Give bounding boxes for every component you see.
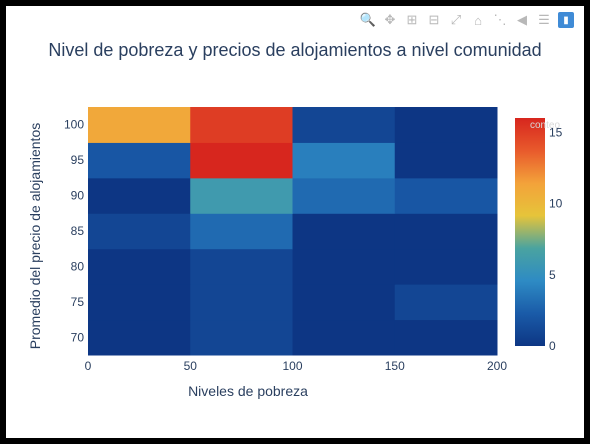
- heatmap-cell: [394, 107, 498, 143]
- colorbar-tick-label: 10: [549, 197, 563, 211]
- y-tick-label: 75: [71, 295, 85, 309]
- heatmap-cell: [190, 284, 293, 321]
- heatmap-cell: [88, 248, 191, 285]
- colorbar-title: conteo: [530, 120, 560, 131]
- heatmap-cell: [394, 142, 498, 179]
- x-tick-label: 0: [85, 359, 92, 373]
- colorbar-ticks: 0 5 10 15: [549, 125, 563, 353]
- colorbar-tick-label: 5: [549, 268, 556, 282]
- heatmap-cell: [394, 284, 498, 321]
- colorbar-tick-label: 15: [549, 125, 563, 139]
- modebar: 🔍 ✥ ⊞ ⊟ ⤢ ⌂ ⋱ ◀ ☰ ▮: [360, 12, 574, 28]
- heatmap-cell: [190, 142, 293, 179]
- heatmap-cell: [394, 213, 498, 250]
- heatmap-cell: [292, 319, 396, 356]
- heatmap-cell: [88, 142, 191, 179]
- zoom-out-icon[interactable]: ⊟: [428, 12, 440, 27]
- heatmap-cell: [190, 107, 293, 143]
- heatmap-cell: [394, 248, 498, 285]
- x-tick-label: 100: [282, 359, 302, 373]
- plotly-logo-icon[interactable]: ▮: [558, 12, 574, 28]
- y-tick-label: 80: [71, 259, 85, 273]
- y-tick-label: 70: [71, 330, 85, 344]
- heatmap-cell: [292, 177, 396, 214]
- y-tick-label: 100: [64, 118, 84, 132]
- y-tick-label: 95: [71, 153, 85, 167]
- zoom-in-icon[interactable]: ⊞: [406, 12, 418, 27]
- heatmap-cell: [190, 319, 293, 356]
- heatmap-cell: [190, 177, 293, 214]
- x-tick-label: 50: [184, 359, 198, 373]
- heatmap-cell: [88, 319, 191, 356]
- heatmap-cell: [88, 213, 191, 250]
- zoom-icon[interactable]: 🔍: [359, 12, 377, 27]
- heatmap-cell: [292, 248, 396, 285]
- y-axis-ticks: 70 75 80 85 90 95 100: [64, 118, 84, 345]
- heatmap-cell: [190, 213, 293, 250]
- x-axis-ticks: 0 50 100 150 200: [85, 359, 508, 373]
- hover-closest-icon[interactable]: ◀: [517, 12, 527, 27]
- heatmap-cell: [292, 284, 396, 321]
- heatmap-cell: [190, 248, 293, 285]
- reset-axes-icon[interactable]: ⌂: [474, 12, 482, 28]
- hover-compare-icon[interactable]: ☰: [538, 12, 550, 27]
- x-axis-label: Niveles de pobreza: [188, 383, 308, 399]
- heatmap-cell: [394, 177, 498, 214]
- y-tick-label: 85: [71, 224, 85, 238]
- heatmap-cell: [394, 319, 498, 356]
- y-axis-label: Promedio del precio de alojamientos: [27, 123, 43, 349]
- chart-title: Nivel de pobreza y precios de alojamient…: [48, 40, 542, 60]
- chart-frame: 🔍 ✥ ⊞ ⊟ ⤢ ⌂ ⋱ ◀ ☰ ▮ Nivel de pobreza y p…: [6, 6, 584, 438]
- heatmap-cell: [88, 107, 191, 143]
- autoscale-icon[interactable]: ⤢: [450, 12, 462, 27]
- heatmap-cell: [88, 284, 191, 321]
- x-tick-label: 150: [385, 359, 405, 373]
- heatmap-cell: [292, 107, 396, 143]
- pan-icon[interactable]: ✥: [384, 12, 396, 27]
- colorbar-tick-label: 0: [549, 339, 556, 353]
- heatmap-cells: [88, 107, 498, 356]
- spike-lines-icon[interactable]: ⋱: [493, 12, 507, 27]
- colorbar: [515, 118, 545, 346]
- heatmap-cell: [292, 213, 396, 250]
- heatmap-cell: [292, 142, 396, 179]
- heatmap-cell: [88, 177, 191, 214]
- x-tick-label: 200: [487, 359, 507, 373]
- y-tick-label: 90: [71, 189, 85, 203]
